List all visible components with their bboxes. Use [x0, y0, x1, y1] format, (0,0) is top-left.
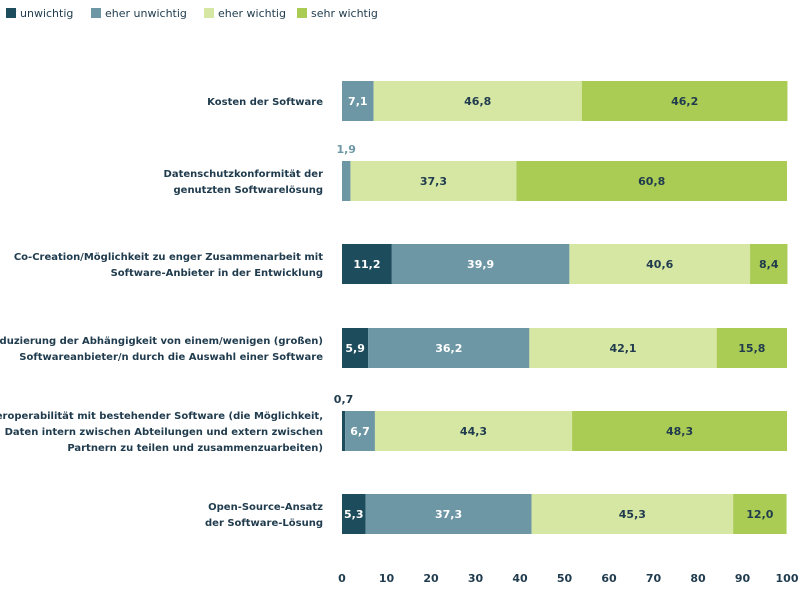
- legend-swatch-2: [204, 8, 214, 18]
- category-label-4-2: Partnern zu teilen und zusammenzuarbeite…: [67, 443, 323, 454]
- bar-segment-5-0: [342, 494, 366, 534]
- bar-segment-0-3: [581, 81, 788, 121]
- value-label-4-3: 48,3: [666, 425, 693, 438]
- legend: unwichtig eher unwichtig eher wichtig sehr …: [6, 7, 378, 20]
- value-label-2-2: 40,6: [646, 258, 673, 271]
- value-label-1-2: 37,3: [420, 175, 447, 188]
- value-label-2-0: 11,2: [353, 258, 380, 271]
- value-label-0-1: 7,1: [348, 95, 368, 108]
- x-tick-label-10: 100: [776, 572, 799, 585]
- category-labels: Kosten der Software Datenschutzkonformitä…: [0, 97, 323, 529]
- x-tick-label-2: 20: [423, 572, 439, 585]
- category-label-5-0: Open-Source-Ansatz: [208, 502, 323, 513]
- value-label-2-3: 8,4: [759, 258, 779, 271]
- value-label-1-3: 60,8: [638, 175, 665, 188]
- legend-swatch-0: [6, 8, 16, 18]
- category-label-3-1: Softwareanbieter/n durch die Auswahl ein…: [19, 352, 323, 363]
- legend-swatch-3: [297, 8, 307, 18]
- bar-segment-3-1: [368, 328, 530, 368]
- value-label-4-0: 0,7: [334, 393, 354, 406]
- value-label-5-0: 5,3: [344, 508, 364, 521]
- value-label-3-3: 15,8: [738, 342, 765, 355]
- legend-label-0: unwichtig: [20, 7, 73, 20]
- x-tick-label-9: 90: [735, 572, 751, 585]
- category-label-4-0: Interoperabilität mit bestehender Softwa…: [0, 411, 323, 422]
- category-label-5-1: der Software-Lösung: [205, 518, 323, 529]
- bar-segment-2-0: [342, 244, 392, 284]
- bar-segment-2-1: [391, 244, 570, 284]
- bar-segment-4-3: [572, 411, 787, 451]
- x-tick-label-7: 70: [646, 572, 662, 585]
- value-label-5-1: 37,3: [435, 508, 462, 521]
- bar-segment-1-1: [342, 161, 351, 201]
- value-label-5-3: 12,0: [746, 508, 773, 521]
- x-tick-label-5: 50: [557, 572, 573, 585]
- legend-swatch-1: [91, 8, 101, 18]
- x-tick-label-8: 80: [690, 572, 706, 585]
- x-tick-label-0: 0: [338, 572, 346, 585]
- category-label-2-0: Co-Creation/Möglichkeit zu enger Zusamme…: [14, 252, 323, 263]
- x-tick-label-1: 10: [379, 572, 395, 585]
- value-label-3-2: 42,1: [609, 342, 636, 355]
- legend-label-2: eher wichtig: [218, 7, 286, 20]
- x-tick-label-3: 30: [468, 572, 484, 585]
- bar-segment-4-0: [342, 411, 346, 451]
- bar-segment-5-2: [531, 494, 734, 534]
- value-label-4-2: 44,3: [460, 425, 487, 438]
- bar-segment-4-2: [374, 411, 573, 451]
- value-label-0-3: 46,2: [671, 95, 698, 108]
- category-label-4-1: Daten intern zwischen Abteilungen und ex…: [5, 427, 323, 438]
- bar-segment-0-1: [342, 81, 374, 121]
- bar-segment-0-2: [373, 81, 582, 121]
- bar-segment-4-1: [345, 411, 375, 451]
- bar-segment-2-3: [750, 244, 788, 284]
- value-label-4-1: 6,7: [350, 425, 370, 438]
- category-label-2-1: Software-Anbieter in der Entwicklung: [111, 268, 323, 279]
- bar-segment-3-2: [529, 328, 717, 368]
- bar-segment-5-3: [733, 494, 787, 534]
- bar-segment-3-3: [716, 328, 787, 368]
- category-label-1-1: genutzten Softwarelösung: [174, 185, 324, 196]
- category-label-3-0: Reduzierung der Abhängigkeit von einem/w…: [0, 336, 323, 347]
- bar-segment-3-0: [342, 328, 369, 368]
- bar-segment-2-2: [569, 244, 751, 284]
- value-label-2-1: 39,9: [467, 258, 494, 271]
- value-label-1-1: 1,9: [336, 143, 356, 156]
- value-label-5-2: 45,3: [619, 508, 646, 521]
- category-label-1-0: Datenschutzkonformität der: [164, 169, 324, 180]
- value-label-3-1: 36,2: [435, 342, 462, 355]
- bar-segment-1-2: [350, 161, 517, 201]
- value-label-3-0: 5,9: [345, 342, 365, 355]
- x-tick-label-4: 40: [512, 572, 528, 585]
- x-tick-label-6: 60: [601, 572, 617, 585]
- x-axis: 0 10 20 30 40 50 60 70 80 90 100: [338, 572, 799, 585]
- value-label-0-2: 46,8: [464, 95, 491, 108]
- bar-segment-5-1: [365, 494, 532, 534]
- legend-label-3: sehr wichtig: [311, 7, 378, 20]
- bar-segment-1-3: [516, 161, 787, 201]
- bars: 7,1 46,8 46,2 1,9 37,3 60,8 11,2 39,9 40,6 8,4 5,9…: [334, 81, 788, 534]
- category-label-0-0: Kosten der Software: [207, 97, 323, 108]
- legend-label-1: eher unwichtig: [105, 7, 187, 20]
